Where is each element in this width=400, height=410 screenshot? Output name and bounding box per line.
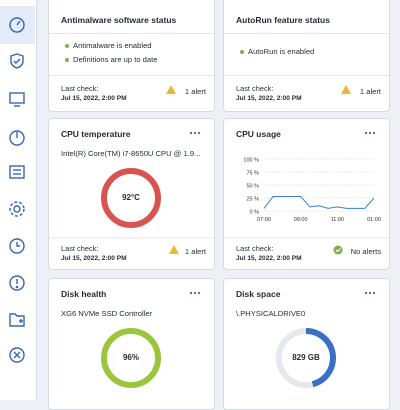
last-check-date: Jul 15, 2022, 2:00 PM — [236, 255, 302, 262]
x-tick-label: 09:00 — [294, 217, 308, 223]
separator — [49, 75, 214, 76]
alert-icon — [169, 245, 179, 254]
more-menu[interactable] — [189, 291, 201, 295]
cpu-usage-card: CPU usage 0 % 25 % 50 % 75 % 100 % 07:00 09:00… — [223, 118, 390, 270]
temperature-ring — [101, 168, 161, 228]
antimalware-card: Antimalware software status Antimalware … — [48, 0, 215, 112]
settings-icon[interactable] — [9, 201, 25, 217]
ok-icon — [333, 245, 343, 255]
page: Antimalware software status Antimalware … — [0, 0, 390, 410]
card-subtitle: XG6 NVMe SSD Controller — [61, 309, 153, 318]
alert-status: 1 alert — [184, 87, 206, 96]
card-graphics — [101, 291, 201, 388]
card-title: Disk space — [236, 289, 281, 299]
last-check-date: Jul 15, 2022, 2:00 PM — [236, 95, 302, 102]
report-icon[interactable] — [9, 165, 25, 179]
card-graphics — [276, 291, 376, 388]
space-used-arc — [276, 328, 336, 388]
alert-icon[interactable] — [9, 275, 25, 291]
card-title: CPU usage — [236, 129, 281, 139]
separator — [224, 33, 389, 34]
x-tick-label: 07:00 — [257, 217, 271, 223]
more-menu[interactable] — [364, 131, 376, 135]
history-icon[interactable] — [9, 238, 25, 254]
card-title: Disk health — [61, 289, 107, 299]
status-item: Definitions are up to date — [64, 55, 158, 64]
power-icon[interactable] — [9, 130, 25, 146]
alert-status: No alerts — [350, 247, 381, 256]
folder-icon[interactable] — [9, 313, 25, 327]
y-tick-label: 25 % — [246, 197, 259, 203]
sidebar — [0, 0, 37, 400]
alert-status: 1 alert — [359, 87, 381, 96]
last-check-label: Last check: — [61, 244, 99, 253]
disk-space-card: Disk space \.PHYSICALDRIVE0 829 GB — [223, 278, 390, 410]
protection-icon[interactable] — [10, 53, 24, 69]
last-check-label: Last check: — [61, 84, 99, 93]
alert-icon — [166, 85, 176, 94]
status-item: Antimalware is enabled — [65, 41, 152, 50]
gauge-value: 92°C — [122, 193, 140, 202]
autorun-card: AutoRun feature status AutoRun is enable… — [223, 0, 390, 112]
more-menu[interactable] — [189, 131, 201, 135]
separator — [49, 33, 214, 34]
alert-status: 1 alert — [184, 247, 206, 256]
last-check-date: Jul 15, 2022, 2:00 PM — [61, 95, 127, 102]
y-tick-label: 75 % — [246, 171, 259, 177]
card-title: AutoRun feature status — [236, 15, 330, 25]
last-check-label: Last check: — [236, 84, 274, 93]
x-tick-label: 11:00 — [331, 217, 344, 223]
y-tick-label: 100 % — [243, 158, 259, 164]
card-title: Antimalware software status — [61, 15, 177, 25]
sidebar-icons — [0, 6, 35, 363]
gauge-value: 96% — [122, 353, 139, 362]
alert-icon — [341, 85, 351, 94]
cpu-temperature-card: CPU temperature Intel(R) Core(TM) i7-865… — [48, 118, 215, 270]
card-graphics — [49, 131, 214, 254]
last-check-label: Last check: — [236, 244, 274, 253]
remote-icon[interactable] — [9, 92, 25, 107]
y-tick-label: 0 % — [250, 210, 260, 216]
health-ring — [101, 328, 161, 388]
separator — [224, 75, 389, 76]
usage-line — [263, 195, 375, 209]
last-check-date: Jul 15, 2022, 2:00 PM — [61, 255, 127, 262]
card-title: CPU temperature — [61, 129, 131, 139]
dashboard-icon[interactable] — [9, 17, 25, 33]
gauge-value: 829 GB — [292, 353, 320, 362]
disk-health-card: Disk health XG6 NVMe SSD Controller 96% — [48, 278, 215, 410]
card-subtitle: \.PHYSICALDRIVE0 — [236, 309, 306, 318]
y-tick-label: 50 % — [246, 184, 259, 190]
card-subtitle: Intel(R) Core(TM) i7-8650U CPU @ 1.9... — [61, 149, 201, 158]
cpu-usage-chart: 0 % 25 % 50 % 75 % 100 % 07:00 09:00 11:00 01:00 — [224, 131, 389, 255]
x-tick-label: 01:00 — [367, 217, 381, 223]
close-icon[interactable] — [9, 347, 25, 363]
status-item: AutoRun is enabled — [239, 47, 315, 56]
more-menu[interactable] — [364, 291, 376, 295]
